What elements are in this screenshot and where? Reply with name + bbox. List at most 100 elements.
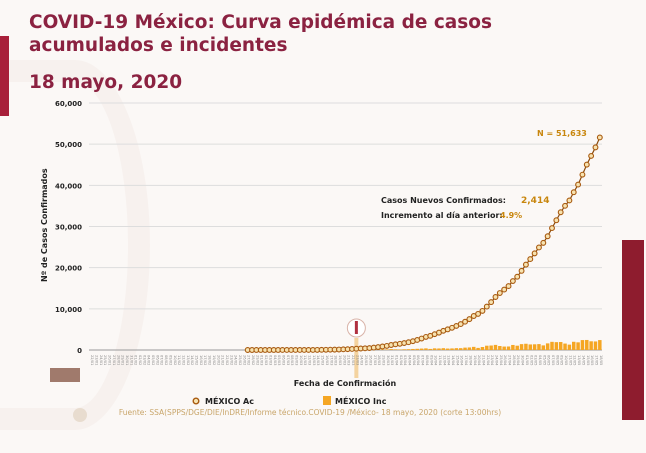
cumulative-point — [496, 290, 503, 296]
x-tick-label: 05/04 — [412, 355, 416, 366]
incidence-bar — [515, 345, 519, 350]
cumulative-line — [247, 137, 601, 351]
x-tick-label: 24/02 — [234, 355, 238, 365]
x-tick-label: 03/05 — [534, 355, 538, 365]
cumulative-point — [488, 299, 495, 306]
cumulative-point — [575, 181, 582, 188]
incidence-bar — [467, 347, 472, 350]
cumulative-point — [505, 283, 512, 290]
incidence-bar — [437, 348, 441, 350]
y-tick-label: 20,000 — [55, 265, 82, 273]
landmark-illustration-icon — [50, 368, 80, 382]
x-tick-label: 07/05 — [551, 355, 555, 365]
x-tick-label: 14/02 — [190, 355, 194, 365]
x-tick-label: 21/02 — [221, 355, 225, 365]
x-tick-label: 02/02 — [138, 355, 142, 365]
cumulative-point — [466, 316, 473, 323]
x-tick-label: 15/04 — [455, 355, 459, 366]
x-tick-label: 24/03 — [360, 355, 364, 365]
increment-label: Incremento al día anterior: — [381, 211, 503, 220]
x-tick-label: 14/04 — [451, 355, 455, 366]
incidence-bar — [398, 349, 402, 350]
cumulative-point — [518, 267, 525, 274]
incidence-bar — [498, 346, 502, 350]
x-tick-label: 06/03 — [281, 355, 285, 365]
incidence-bar — [532, 344, 537, 350]
x-tick-label: 08/05 — [555, 355, 559, 365]
x-tick-label: 11/02 — [177, 355, 181, 365]
x-tick-label: 13/05 — [577, 355, 581, 365]
incidence-bar — [528, 344, 533, 350]
y-tick-label: 50,000 — [55, 141, 82, 149]
x-tick-label: 18/05 — [599, 355, 603, 365]
x-tick-label: 15/02 — [195, 355, 199, 365]
slide-title: COVID-19 México: Curva epidémica de caso… — [29, 12, 493, 56]
incidence-bar — [593, 341, 598, 350]
x-tick-label: 28/03 — [377, 355, 381, 365]
incidence-bar — [576, 342, 580, 350]
legend-marker-incidence — [323, 396, 331, 405]
cumulative-point — [570, 189, 577, 196]
x-tick-label: 13/03 — [312, 355, 316, 365]
cumulative-point — [592, 144, 599, 151]
incidence-bar — [489, 345, 493, 350]
incidence-bar — [537, 344, 541, 350]
cumulative-point — [514, 273, 521, 280]
incidence-bar — [572, 341, 576, 350]
x-tick-label: 27/03 — [373, 355, 377, 365]
x-tick-label: 02/03 — [264, 355, 268, 365]
x-tick-label: 17/05 — [594, 355, 598, 365]
x-tick-label: 29/04 — [516, 355, 520, 366]
x-tick-label: 12/02 — [181, 355, 185, 365]
incidence-bar — [580, 340, 585, 350]
x-tick-label: 31/03 — [390, 355, 394, 365]
incidence-bar — [554, 342, 559, 350]
x-tick-label: 26/04 — [503, 355, 507, 366]
x-tick-label: 06/02 — [155, 355, 159, 365]
cumulative-point — [583, 161, 590, 168]
x-tick-label: 18/04 — [468, 355, 472, 366]
incidence-bar — [585, 339, 589, 350]
x-tick-label: 09/03 — [295, 355, 299, 365]
incidence-bar — [480, 346, 485, 350]
x-tick-label: 03/02 — [142, 355, 146, 365]
x-tick-label: 14/03 — [316, 355, 320, 365]
x-tick-label: 10/02 — [173, 355, 177, 365]
slide-date: 18 mayo, 2020 — [29, 72, 183, 93]
x-tick-label: 25/02 — [238, 355, 242, 365]
x-tick-label: 28/02 — [251, 355, 255, 365]
x-tick-label: 11/04 — [438, 355, 442, 366]
cumulative-point — [501, 286, 508, 293]
incidence-bar — [519, 344, 524, 350]
cumulative-point — [483, 303, 490, 310]
x-tick-label: 07/02 — [160, 355, 164, 365]
x-tick-label: 20/03 — [342, 355, 346, 365]
cumulative-point — [588, 152, 595, 159]
x-tick-label: 22/02 — [225, 355, 229, 365]
increment-value: 4.9% — [500, 211, 522, 220]
x-tick-label: 21/04 — [481, 355, 485, 366]
y-tick-label: 60,000 — [55, 100, 82, 108]
x-tick-label: 12/03 — [308, 355, 312, 365]
x-tick-label: 20/04 — [477, 355, 481, 366]
cumulative-point — [596, 134, 603, 141]
incidence-bar — [454, 348, 459, 350]
x-tick-label: 30/03 — [386, 355, 390, 365]
x-tick-label: 12/04 — [442, 355, 446, 366]
incidence-bar — [450, 348, 454, 350]
legend-label-cumulative: MÉXICO Ac — [205, 395, 254, 406]
legend-marker-cumulative — [192, 397, 200, 405]
cumulative-point — [531, 250, 538, 257]
x-tick-label: 11/05 — [568, 355, 572, 365]
x-tick-label: 07/04 — [421, 355, 425, 366]
incidence-bar — [567, 344, 572, 350]
x-tick-label: 17/02 — [203, 355, 207, 365]
x-tick-label: 01/03 — [260, 355, 264, 365]
y-tick-label: 40,000 — [55, 182, 82, 190]
x-tick-label: 09/02 — [168, 355, 172, 365]
incidence-bar — [550, 341, 554, 350]
x-tick-label: 18/03 — [334, 355, 338, 365]
x-tick-label: 16/03 — [325, 355, 329, 365]
incidence-bar — [589, 341, 593, 350]
x-tick-label: 27/01 — [112, 355, 116, 365]
